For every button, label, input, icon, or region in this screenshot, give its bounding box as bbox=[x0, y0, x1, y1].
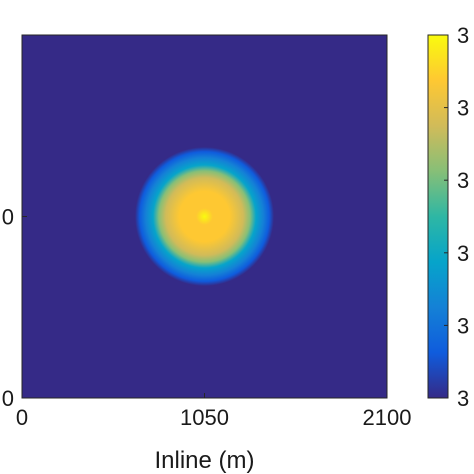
colorbar-tick-label: 3 bbox=[457, 241, 469, 266]
y-tick-label: 0 bbox=[2, 386, 14, 411]
y-tick-label: 0 bbox=[2, 205, 14, 230]
colorbar-tick-label: 3 bbox=[457, 313, 469, 338]
x-axis-label: Inline (m) bbox=[154, 447, 254, 474]
colorbar-tick-label: 3 bbox=[457, 168, 469, 193]
colorbar: 3 3 3 3 3 3 bbox=[427, 23, 469, 411]
colorbar-ticks: 3 3 3 3 3 3 bbox=[444, 23, 469, 411]
x-tick-label: 1050 bbox=[180, 405, 229, 430]
colorbar-tick-label: 3 bbox=[457, 23, 469, 48]
x-axis-ticks: 0 1050 2100 bbox=[16, 393, 412, 430]
y-axis-ticks: 00 bbox=[2, 205, 27, 411]
colorbar-tick-label: 3 bbox=[457, 96, 469, 121]
colorbar-scale bbox=[427, 34, 449, 399]
velocity-anomaly bbox=[134, 146, 275, 287]
plot-area bbox=[21, 34, 388, 399]
x-tick-label: 0 bbox=[16, 405, 28, 430]
x-tick-label: 2100 bbox=[363, 405, 412, 430]
colorbar-tick-label: 3 bbox=[457, 386, 469, 411]
